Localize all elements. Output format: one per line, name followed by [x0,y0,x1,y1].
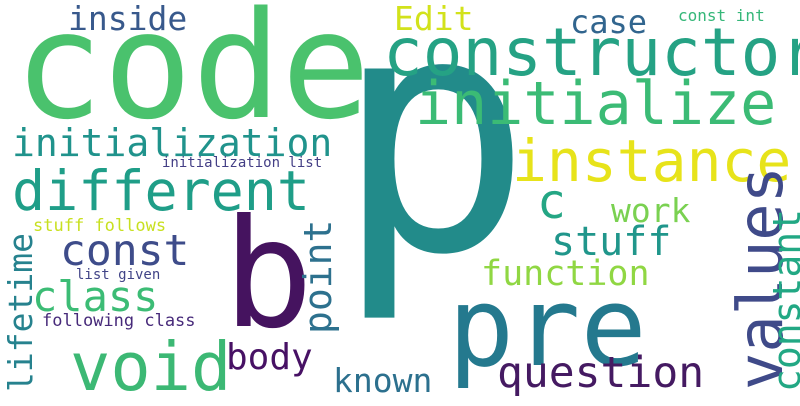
word-following-class: following class [42,311,196,331]
word-point: point [296,219,340,334]
word-c: c [537,174,566,230]
word-const: const [60,226,190,276]
word-function: function [481,254,650,294]
word-constructor: constructor [383,14,800,91]
word-initialize: initialize [415,69,777,139]
word-initialization: initialization [12,121,333,165]
word-known: known [333,361,433,400]
word-question: question [497,348,705,398]
word-code: code [14,0,371,152]
word-stuff: stuff [551,219,672,265]
word-initialization-list: initialization list [162,155,323,171]
word-work: work [611,191,691,230]
word-body: body [226,337,313,378]
word-inside: inside [68,0,188,38]
word-const-int: const int [678,6,765,25]
word-b: b [223,188,314,362]
word-instance: instance [512,127,792,195]
word-edit: Edit [394,0,474,38]
word-constant: constant [765,208,800,392]
word-lifetime: lifetime [1,233,40,392]
word-list-given: list given [76,267,161,283]
word-class: class [32,272,159,321]
word-different: different [12,159,311,223]
word-pre: pre [448,263,647,391]
word-case: case [570,3,648,41]
word-void: void [70,328,232,406]
word-stuff-follows: stuff follows [33,216,167,236]
word-p: p [334,0,533,327]
